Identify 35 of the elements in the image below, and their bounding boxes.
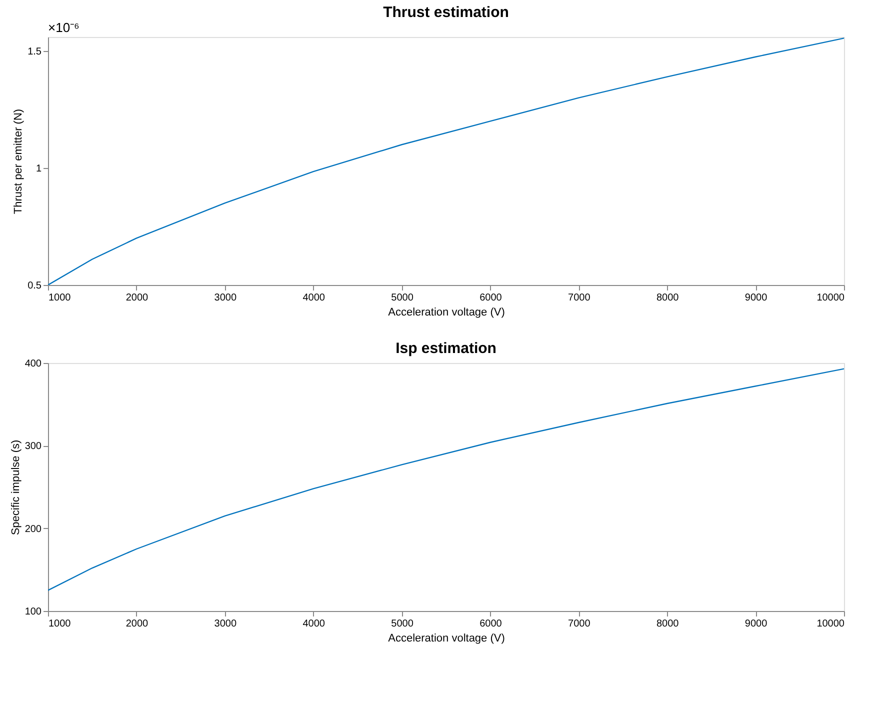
x-tick-label: 7000 bbox=[568, 292, 591, 304]
x-tick-label: 6000 bbox=[480, 292, 502, 304]
y-axis-title: Thrust per emitter (N) bbox=[12, 108, 25, 214]
x-tick-label: 3000 bbox=[214, 618, 237, 630]
x-tick-label: 2000 bbox=[126, 618, 149, 630]
x-tick-label: 9000 bbox=[744, 292, 768, 304]
x-tick-label: 2000 bbox=[126, 292, 149, 304]
x-tick-label: 10000 bbox=[816, 292, 845, 304]
chart-title: Thrust estimation bbox=[383, 4, 509, 21]
x-tick-label: 3000 bbox=[214, 292, 237, 304]
x-axis-title: Acceleration voltage (V) bbox=[388, 632, 505, 644]
x-tick-label: 8000 bbox=[656, 618, 680, 630]
x-tick-label: 5000 bbox=[391, 292, 414, 304]
y-tick-label: 300 bbox=[24, 441, 42, 452]
y-tick-label: 100 bbox=[24, 606, 42, 618]
chart-title: Isp estimation bbox=[396, 340, 496, 357]
x-tick-label: 6000 bbox=[480, 618, 502, 630]
line-series bbox=[48, 368, 844, 591]
x-tick-label: 9000 bbox=[744, 618, 768, 630]
y-tick-label: 400 bbox=[24, 358, 42, 370]
y-axis-title: Specific impulse (s) bbox=[10, 440, 22, 536]
y-tick-label: 200 bbox=[24, 524, 42, 535]
x-tick-label: 10000 bbox=[816, 618, 845, 630]
x-tick-label: 1000 bbox=[48, 618, 72, 630]
x-tick-label: 4000 bbox=[302, 292, 326, 304]
x-axis-title: Acceleration voltage (V) bbox=[388, 306, 505, 318]
y-tick-label: 0.5 bbox=[28, 280, 42, 292]
y-tick-label: 1 bbox=[36, 164, 42, 175]
x-tick-label: 7000 bbox=[568, 618, 591, 630]
x-tick-label: 1000 bbox=[48, 292, 72, 304]
x-tick-label: 4000 bbox=[302, 618, 326, 630]
x-tick-label: 5000 bbox=[391, 618, 414, 630]
x-tick-label: 8000 bbox=[656, 292, 680, 304]
y-tick-label: 1.5 bbox=[28, 46, 42, 58]
text: ×10⁻⁶ bbox=[48, 20, 80, 35]
